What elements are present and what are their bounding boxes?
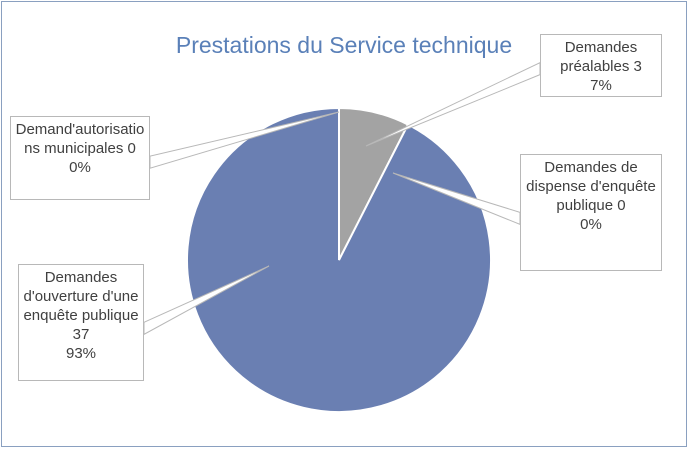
data-label: Demandes d'ouverture d'une enquête publi… (18, 264, 144, 381)
leader-line (149, 111, 340, 169)
label-percent: 93% (65, 345, 97, 362)
label-percent: 7% (590, 77, 612, 94)
label-category: Demandes préalables (560, 39, 638, 75)
leader-line (143, 265, 270, 336)
label-value: 37 (72, 326, 90, 343)
leader-line (365, 61, 541, 147)
data-label: Demandes préalables 3 7% (540, 34, 662, 97)
label-category: Demandes d'ouverture d'une enquête publi… (23, 269, 139, 324)
data-label: Demand'autorisations municipales 0 0% (10, 116, 150, 200)
label-value: 3 (633, 58, 642, 75)
label-category: Demandes de dispense d'enquête publique (526, 159, 656, 214)
data-label: Demandes de dispense d'enquête publique … (520, 154, 662, 271)
chart-title: Prestations du Service technique (175, 32, 513, 58)
label-percent: 0% (69, 159, 91, 176)
label-value: 0 (617, 197, 626, 214)
label-value: 0 (127, 140, 136, 157)
label-percent: 0% (580, 216, 602, 233)
label-category: Demand'autorisations municipales (15, 121, 145, 157)
pie-slice (186, 106, 492, 413)
